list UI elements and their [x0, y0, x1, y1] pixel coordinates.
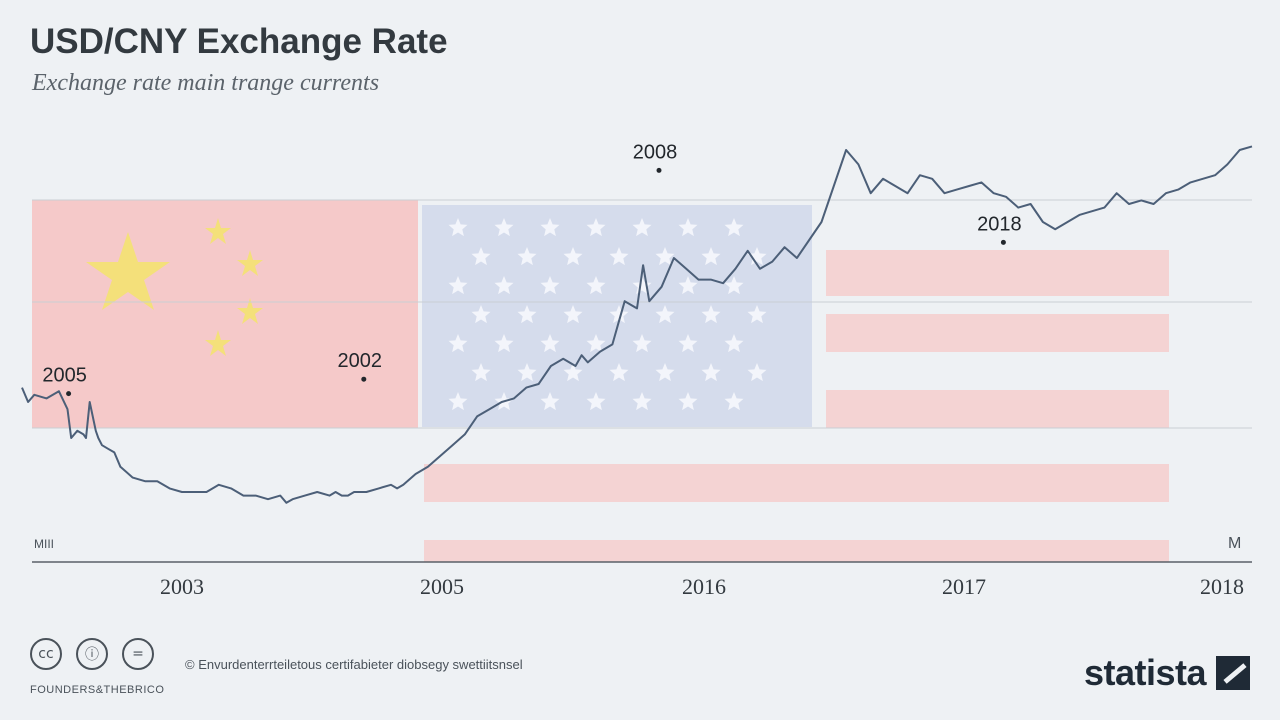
us-flag-stripes: [424, 250, 1169, 562]
china-flag-stars: [86, 218, 263, 356]
star-icon: [540, 392, 560, 411]
page-title: USD/CNY Exchange Rate: [30, 22, 448, 61]
star-icon: [517, 363, 537, 382]
star-icon: [724, 218, 744, 237]
star-icon: [678, 334, 698, 353]
star-icon: [494, 334, 514, 353]
star-icon: [471, 305, 491, 324]
axis-left-label: MIII: [34, 537, 54, 551]
star-icon: [448, 276, 468, 295]
star-icon: [632, 392, 652, 411]
star-icon: [205, 330, 231, 356]
license-icons: cc ⓘ =: [30, 638, 154, 670]
star-icon: [237, 250, 263, 276]
license-label: FOUNDERS&THEBRICO: [30, 684, 165, 696]
series-line: [21, 145, 1253, 504]
x-tick-labels: 2003 2005 2016 2017 2018: [160, 574, 1244, 599]
star-icon: [655, 363, 675, 382]
star-icon: [724, 392, 744, 411]
star-icon: [678, 276, 698, 295]
star-icon: [494, 276, 514, 295]
star-icon: [517, 305, 537, 324]
star-icon: [655, 247, 675, 266]
annotation-dot: [361, 376, 367, 382]
stripe: [826, 390, 1169, 428]
source-text: © Envurdenterrteiletous certifabieter di…: [185, 657, 523, 672]
brand-name: statista: [1083, 652, 1207, 693]
star-icon: [448, 218, 468, 237]
star-icon: [540, 334, 560, 353]
annotation-label: 2018: [977, 213, 1022, 235]
star-icon: [540, 218, 560, 237]
star-icon: [237, 298, 263, 324]
x-tick-label: 2016: [682, 574, 726, 599]
annotations: 2005 2002 2008 2018: [42, 141, 1022, 397]
star-icon: [609, 363, 629, 382]
star-icon: [701, 305, 721, 324]
star-icon: [471, 247, 491, 266]
annotation-dot: [66, 391, 72, 397]
star-icon: [563, 363, 583, 382]
star-icon: [586, 276, 606, 295]
star-icon: [632, 334, 652, 353]
star-icon: [724, 334, 744, 353]
star-icon: [517, 247, 537, 266]
star-icon: [701, 247, 721, 266]
star-icon: [86, 232, 170, 310]
statista-logo-icon: [1216, 656, 1250, 690]
star-icon: [747, 305, 767, 324]
axis-right-label: M: [1228, 535, 1241, 552]
star-icon: [609, 305, 629, 324]
star-icon: [494, 218, 514, 237]
star-icon: [471, 363, 491, 382]
star-icon: [701, 363, 721, 382]
flag-backdrop: [32, 199, 1252, 562]
star-icon: [205, 218, 231, 244]
x-tick-label: 2017: [942, 574, 986, 599]
star-icon: [724, 276, 744, 295]
star-icon: [586, 392, 606, 411]
star-icon: [655, 305, 675, 324]
x-tick-label: 2005: [420, 574, 464, 599]
brand[interactable]: statista: [1084, 652, 1250, 694]
star-icon: [563, 305, 583, 324]
stripe: [424, 540, 1169, 562]
star-icon: [586, 218, 606, 237]
stripe: [424, 464, 1169, 502]
star-icon: [678, 218, 698, 237]
annotation-dot: [656, 167, 662, 173]
star-icon: [609, 247, 629, 266]
star-icon: [540, 276, 560, 295]
x-tick-label: 2003: [160, 574, 204, 599]
star-icon: [632, 218, 652, 237]
annotation-dot: [1000, 239, 1006, 245]
star-icon: [448, 392, 468, 411]
cc-icon[interactable]: cc: [30, 638, 62, 670]
star-icon: [563, 247, 583, 266]
star-icon: [747, 363, 767, 382]
annotation-label: 2005: [42, 365, 87, 387]
star-icon: [448, 334, 468, 353]
equals-icon[interactable]: =: [122, 638, 154, 670]
star-icon: [747, 247, 767, 266]
annotation-label: 2008: [633, 141, 678, 163]
stripe: [826, 250, 1169, 296]
stripe: [826, 314, 1169, 352]
x-tick-label: 2018: [1200, 574, 1244, 599]
annotation-label: 2002: [338, 350, 383, 372]
page-subtitle: Exchange rate ma​in trange currents: [32, 70, 380, 96]
star-icon: [678, 392, 698, 411]
us-flag-stars: [448, 218, 767, 411]
person-icon[interactable]: ⓘ: [76, 638, 108, 670]
star-icon: [586, 334, 606, 353]
china-flag-panel: [32, 200, 418, 428]
